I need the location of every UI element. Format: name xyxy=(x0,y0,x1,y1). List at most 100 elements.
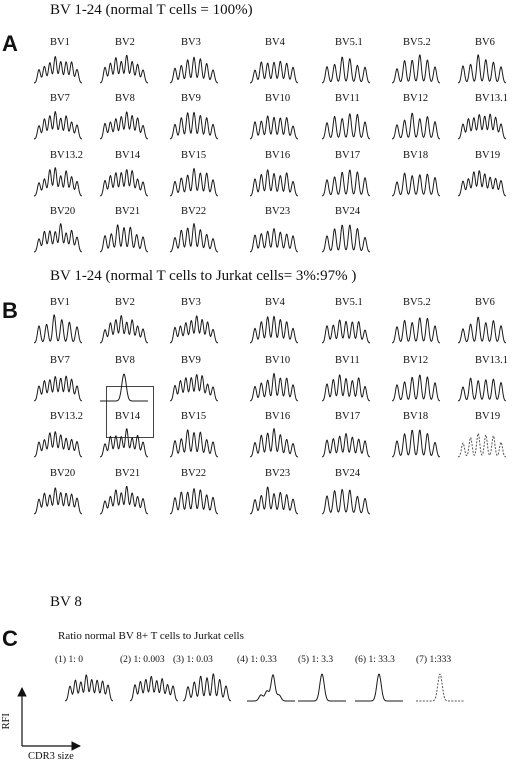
panel-b-trace-bv13-1-line xyxy=(457,377,507,402)
panel-a-trace-bv15-line xyxy=(169,167,219,197)
panel-b-trace-bv11 xyxy=(321,374,371,402)
panel-a-trace-bv18 xyxy=(391,172,441,197)
panel-a-trace-bv4 xyxy=(249,60,299,84)
panel-b-trace-bv17 xyxy=(321,433,371,458)
panel-a-trace-bv15 xyxy=(169,167,219,197)
panel-b-label-bv10: BV10 xyxy=(265,355,291,366)
panel-b-label-bv7: BV7 xyxy=(50,355,70,366)
ratio-trace-2 xyxy=(129,676,179,702)
panel-a-label-bv16: BV16 xyxy=(265,150,291,161)
panel-b-label-bv1: BV1 xyxy=(50,297,70,308)
panel-b-trace-bv3-line xyxy=(169,315,219,344)
panel-a-label-bv2: BV2 xyxy=(115,37,135,48)
panel-b-trace-bv5-1-line xyxy=(321,319,370,344)
panel-a-trace-bv1-line xyxy=(34,56,83,84)
panel-a-trace-bv12-line xyxy=(391,112,441,140)
ratio-trace-4 xyxy=(247,674,295,702)
ratio-label-1: (1) 1: 0 xyxy=(55,655,83,665)
panel-b-trace-bv24 xyxy=(321,489,371,515)
panel-c-heading: BV 8 xyxy=(50,594,82,610)
panel-b-trace-bv13-2 xyxy=(33,431,83,458)
panel-a-trace-bv20 xyxy=(34,223,83,253)
panel-b-trace-bv22 xyxy=(169,488,219,515)
panel-a-label-bv11: BV11 xyxy=(335,93,360,104)
panel-c-title: Ratio normal BV 8+ T cells to Jurkat cel… xyxy=(58,630,244,642)
panel-a-trace-bv5-1-line xyxy=(321,56,371,84)
panel-b-label-bv5-2: BV5.2 xyxy=(403,297,431,308)
panel-b-trace-bv9 xyxy=(169,374,219,402)
panel-b-label-bv22: BV22 xyxy=(181,468,207,479)
panel-a-trace-bv22 xyxy=(169,223,218,253)
panel-a-trace-bv2-line xyxy=(99,54,148,84)
panel-b-trace-bv15 xyxy=(169,429,219,458)
panel-b-trace-bv13-1 xyxy=(457,377,507,402)
panel-b-trace-bv5-2-line xyxy=(391,317,441,344)
panel-a-trace-bv21 xyxy=(99,224,149,253)
panel-a-trace-bv13-1-line xyxy=(457,113,507,140)
ratio-label-4: (4) 1: 0.33 xyxy=(237,655,277,665)
panel-b-label-bv12: BV12 xyxy=(403,355,429,366)
panel-b-trace-bv2 xyxy=(100,315,149,344)
panel-b-trace-bv7 xyxy=(33,375,83,402)
panel-a-label-bv8: BV8 xyxy=(115,93,135,104)
panel-a-label-bv1: BV1 xyxy=(50,37,70,48)
panel-b-trace-bv16 xyxy=(249,428,298,458)
ratio-trace-5 xyxy=(298,673,346,702)
panel-b-label-bv9: BV9 xyxy=(181,355,201,366)
panel-b-trace-bv19 xyxy=(457,433,507,458)
bv8-highlight-box xyxy=(106,386,154,438)
panel-a-label-bv13-1: BV13.1 xyxy=(475,93,508,104)
panel-b-label-bv19: BV19 xyxy=(475,411,501,422)
panel-b-label-bv13-2: BV13.2 xyxy=(50,411,83,422)
panel-b-trace-bv23 xyxy=(249,486,299,515)
panel-b-trace-bv6 xyxy=(457,316,507,344)
panel-b-trace-bv5-2 xyxy=(391,317,441,344)
ratio-trace-1 xyxy=(64,674,114,702)
panel-a-label-bv9: BV9 xyxy=(181,93,201,104)
ratio-trace-1-line xyxy=(64,674,114,702)
panel-a-label-bv3: BV3 xyxy=(181,37,201,48)
panel-b-label-bv16: BV16 xyxy=(265,411,291,422)
ratio-label-3: (3) 1: 0.03 xyxy=(173,655,213,665)
panel-b-label-bv2: BV2 xyxy=(115,297,135,308)
panel-b-trace-bv7-line xyxy=(33,375,83,402)
panel-b-label-bv14: BV14 xyxy=(115,411,141,422)
panel-b-trace-bv22-line xyxy=(169,488,219,515)
panel-a-trace-bv11-line xyxy=(321,113,371,140)
ratio-trace-5-line xyxy=(298,673,346,702)
panel-a-trace-bv8 xyxy=(99,111,149,140)
panel-b-trace-bv23-line xyxy=(249,486,299,515)
y-axis-label: RFI xyxy=(0,713,12,730)
panel-a-trace-bv7 xyxy=(34,111,83,140)
ratio-label-7: (7) 1:333 xyxy=(416,655,452,665)
panel-a-trace-bv14-line xyxy=(99,169,149,197)
panel-b-trace-bv10 xyxy=(249,372,299,402)
panel-b-trace-bv12-line xyxy=(391,374,441,402)
panel-a-label-bv10: BV10 xyxy=(265,93,291,104)
panel-a-letter: A xyxy=(2,31,18,56)
panel-b-trace-bv20-line xyxy=(33,487,83,515)
panel-b-label-bv20: BV20 xyxy=(50,468,76,479)
panel-b-label-bv13-1: BV13.1 xyxy=(475,355,508,366)
panel-a-trace-bv10 xyxy=(249,115,298,140)
panel-a-label-bv4: BV4 xyxy=(265,37,285,48)
panel-a-label-bv19: BV19 xyxy=(475,150,501,161)
panel-b-label-bv8: BV8 xyxy=(115,355,135,366)
panel-b-trace-bv14 xyxy=(100,428,149,458)
panel-b-trace-bv3 xyxy=(169,315,219,344)
ratio-trace-6 xyxy=(355,673,403,702)
panel-b-label-bv4: BV4 xyxy=(265,297,285,308)
ratio-trace-7-line xyxy=(416,673,464,702)
panel-a-label-bv20: BV20 xyxy=(50,206,76,217)
panel-a-trace-bv19-line xyxy=(457,170,507,197)
x-axis-label: CDR3 size xyxy=(28,751,74,762)
panel-a-trace-bv21-line xyxy=(99,224,149,253)
ratio-label-6: (6) 1: 33.3 xyxy=(355,655,395,665)
panel-b-trace-bv20 xyxy=(33,487,83,515)
panel-b-label-bv6: BV6 xyxy=(475,297,495,308)
panel-b-letter: B xyxy=(2,298,18,323)
panel-b-trace-bv19-line xyxy=(457,433,507,458)
panel-b-trace-bv13-2-line xyxy=(33,431,83,458)
panel-a-trace-bv9-line xyxy=(169,111,219,140)
panel-b-trace-bv5-1 xyxy=(321,319,370,344)
